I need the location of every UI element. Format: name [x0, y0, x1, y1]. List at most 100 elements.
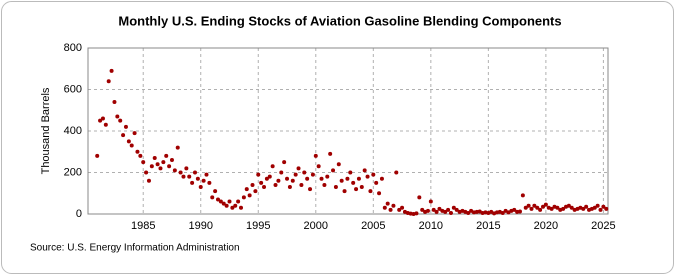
x-tick-label: 1985 [131, 220, 155, 232]
point [532, 203, 537, 208]
point [451, 205, 456, 210]
point [262, 185, 267, 190]
point [305, 176, 310, 181]
point [169, 158, 174, 163]
point [428, 199, 433, 204]
point [549, 206, 554, 211]
point [187, 174, 192, 179]
point [218, 199, 223, 204]
point [146, 178, 151, 183]
point [356, 176, 361, 181]
point [270, 164, 275, 169]
point [129, 143, 134, 148]
point [106, 79, 111, 84]
point [152, 155, 157, 160]
point [279, 170, 284, 175]
point [236, 199, 241, 204]
point [141, 160, 146, 165]
point [244, 187, 249, 192]
point [259, 180, 264, 185]
point [342, 189, 347, 194]
point [601, 204, 606, 209]
point [221, 201, 226, 206]
point [253, 189, 258, 194]
point [204, 172, 209, 177]
point [529, 206, 534, 211]
point [500, 210, 505, 215]
point [207, 180, 212, 185]
point [201, 178, 206, 183]
point [273, 182, 278, 187]
plot-border [87, 47, 609, 215]
point [526, 203, 531, 208]
point [595, 203, 600, 208]
point [282, 160, 287, 165]
point [365, 174, 370, 179]
point [109, 68, 114, 73]
point [431, 207, 436, 212]
x-tick-label: 2025 [591, 220, 615, 232]
point [362, 168, 367, 173]
point [359, 185, 364, 190]
point [267, 174, 272, 179]
point [178, 170, 183, 175]
point [310, 172, 315, 177]
point [443, 209, 448, 214]
y-tick-label: 0 [76, 208, 82, 220]
point [592, 205, 597, 210]
y-tick-label: 600 [64, 83, 82, 95]
point [100, 116, 105, 121]
point [115, 114, 120, 119]
point [446, 207, 451, 212]
x-tick-label: 2005 [361, 220, 385, 232]
point [299, 182, 304, 187]
point [339, 178, 344, 183]
x-tick-label: 1990 [189, 220, 213, 232]
point [172, 168, 177, 173]
point [112, 99, 117, 104]
point [233, 203, 238, 208]
point [149, 164, 154, 169]
point [397, 207, 402, 212]
point [276, 178, 281, 183]
point [517, 209, 522, 214]
x-tick-label: 1995 [246, 220, 270, 232]
point [132, 131, 137, 136]
point [566, 203, 571, 208]
point [313, 153, 318, 158]
point [328, 151, 333, 156]
y-tick-label: 200 [64, 166, 82, 178]
point [437, 206, 442, 211]
x-tick-label: 2020 [534, 220, 558, 232]
point [454, 207, 459, 212]
point [466, 210, 471, 215]
y-axis-label: Thousand Barrels [40, 87, 52, 174]
point [155, 162, 160, 167]
point [290, 178, 295, 183]
point [543, 202, 548, 207]
point [190, 180, 195, 185]
point [538, 207, 543, 212]
point [230, 205, 235, 210]
point [388, 207, 393, 212]
point [224, 203, 229, 208]
point [95, 153, 100, 158]
point [164, 153, 169, 158]
point [118, 118, 123, 123]
point [354, 187, 359, 192]
point [351, 180, 356, 185]
point [158, 166, 163, 171]
point [333, 185, 338, 190]
y-tick-label: 400 [64, 125, 82, 137]
point [239, 205, 244, 210]
point [322, 182, 327, 187]
point [348, 170, 353, 175]
point [394, 170, 399, 175]
point [561, 206, 566, 211]
point [520, 193, 525, 198]
point [287, 185, 292, 190]
point [374, 180, 379, 185]
x-tick-label: 2000 [304, 220, 328, 232]
point [192, 170, 197, 175]
